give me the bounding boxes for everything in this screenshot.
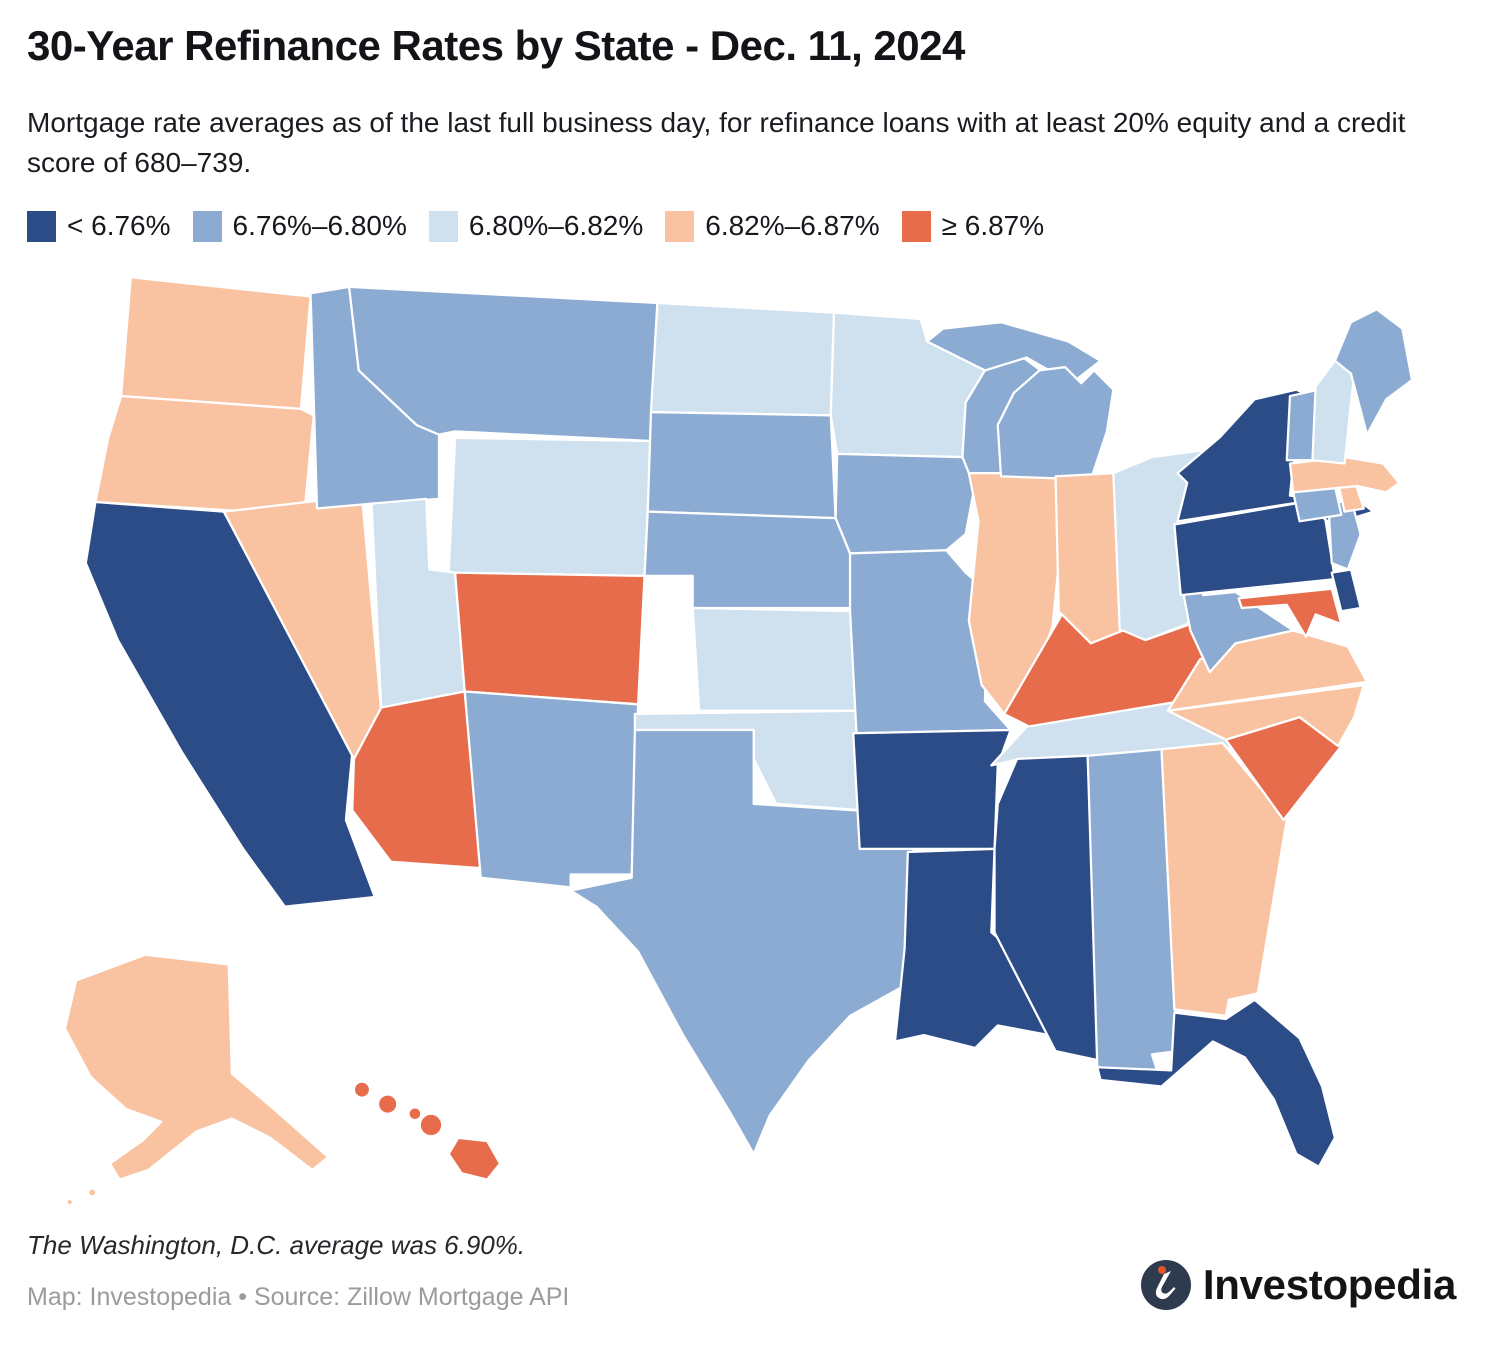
legend-item-bucket-5[interactable]: ≥ 6.87% [901, 210, 1045, 242]
legend-label: 6.80%–6.82% [468, 210, 644, 241]
us-map-svg [63, 276, 1414, 1207]
source-credit: Map: Investopedia • Source: Zillow Mortg… [27, 1283, 570, 1311]
state-maryland[interactable] [1237, 587, 1343, 639]
state-washington[interactable] [119, 276, 312, 411]
legend-item-bucket-2[interactable]: 6.76%–6.80% [192, 210, 407, 242]
legend-label: 6.82%–6.87% [705, 210, 880, 241]
legend-swatch [192, 210, 222, 242]
state-new-hampshire[interactable] [1311, 359, 1356, 465]
state-maine[interactable] [1333, 308, 1414, 436]
legend: < 6.76% 6.76%–6.80% 6.80%–6.82% 6.82%–6.… [27, 210, 1044, 242]
state-south-dakota[interactable] [646, 411, 837, 520]
state-louisiana[interactable] [893, 847, 1067, 1050]
state-new-mexico[interactable] [463, 690, 640, 889]
state-oregon[interactable] [94, 394, 315, 517]
state-hawaii[interactable] [352, 1080, 502, 1181]
state-delaware[interactable] [1330, 568, 1362, 613]
state-north-carolina[interactable] [1166, 683, 1365, 748]
dc-annotation: The Washington, D.C. average was 6.90%. [27, 1230, 526, 1260]
chart-subtitle: Mortgage rate averages as of the last fu… [27, 107, 1406, 179]
state-kansas[interactable] [691, 606, 861, 712]
page-title: 30-Year Refinance Rates by State - Dec. … [27, 22, 965, 69]
legend-swatch [27, 210, 56, 242]
investopedia-logo-icon [1140, 1260, 1191, 1310]
state-colorado[interactable] [453, 571, 646, 706]
investopedia-logo-text: Investopedia [1202, 1261, 1456, 1308]
state-michigan[interactable] [925, 321, 1115, 481]
state-wyoming[interactable] [447, 436, 653, 578]
legend-swatch [428, 210, 458, 242]
legend-label: 6.76%–6.80% [232, 210, 407, 241]
state-alaska[interactable] [63, 953, 330, 1207]
state-north-dakota[interactable] [649, 301, 836, 417]
state-florida[interactable] [1096, 998, 1337, 1168]
legend-swatch [665, 210, 695, 242]
legend-label: < 6.76% [67, 210, 171, 241]
state-georgia[interactable] [1160, 741, 1288, 1017]
state-arkansas[interactable] [852, 728, 1012, 850]
state-massachusetts[interactable] [1288, 455, 1401, 494]
investopedia-logo[interactable]: Investopedia [1140, 1260, 1456, 1310]
state-nebraska[interactable] [643, 510, 858, 610]
legend-item-bucket-1[interactable]: < 6.76% [27, 210, 171, 242]
legend-label: ≥ 6.87% [941, 210, 1045, 241]
legend-item-bucket-4[interactable]: 6.82%–6.87% [665, 210, 880, 242]
legend-swatch [901, 210, 931, 242]
us-choropleth-map [28, 258, 1473, 1233]
state-iowa[interactable] [834, 452, 977, 555]
legend-item-bucket-3[interactable]: 6.80%–6.82% [428, 210, 644, 242]
